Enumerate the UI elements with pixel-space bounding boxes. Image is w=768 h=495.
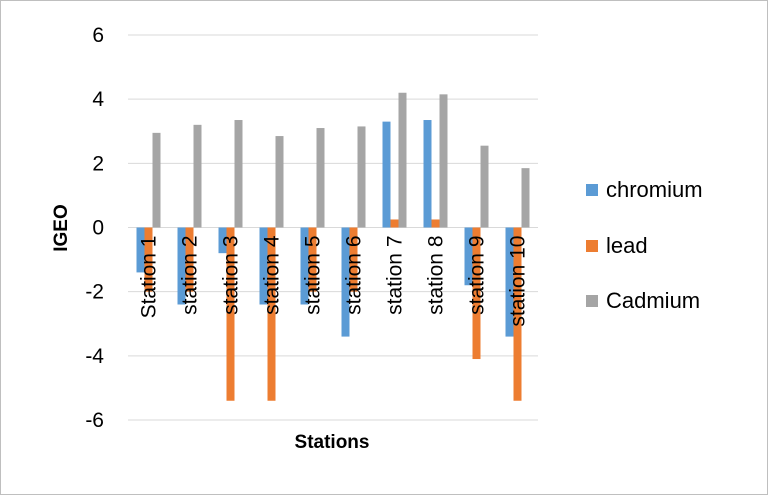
bars bbox=[136, 92, 530, 401]
x-tick-label: station 4 bbox=[261, 235, 284, 315]
y-tick-label: -2 bbox=[85, 281, 104, 304]
y-tick-label: -6 bbox=[85, 409, 104, 432]
bar-lead bbox=[431, 219, 440, 228]
bar-lead bbox=[308, 227, 317, 292]
bar-cadmium bbox=[521, 168, 530, 228]
bar-lead bbox=[144, 227, 153, 292]
x-tick-label: station 2 bbox=[179, 236, 202, 315]
legend-swatch-chromium bbox=[586, 184, 598, 196]
y-axis-title: IGEO bbox=[51, 204, 72, 252]
bar-chromium bbox=[341, 227, 350, 337]
bar-chromium bbox=[218, 227, 227, 254]
x-tick-label: station 7 bbox=[384, 236, 407, 315]
legend-label-lead: lead bbox=[606, 233, 648, 258]
bar-lead bbox=[349, 227, 358, 292]
gridlines bbox=[128, 34, 538, 421]
bar-lead bbox=[267, 227, 276, 401]
bar-cadmium bbox=[316, 128, 325, 228]
x-tick-label: station 10 bbox=[507, 236, 530, 327]
bar-cadmium bbox=[357, 126, 366, 228]
bar-chromium bbox=[136, 227, 145, 273]
x-tick-label: station 8 bbox=[425, 236, 448, 315]
x-tick-label: Station 1 bbox=[138, 236, 161, 319]
x-axis-title: Stations bbox=[295, 432, 370, 453]
x-tick-label: station 6 bbox=[343, 236, 366, 315]
bar-lead bbox=[472, 227, 481, 360]
bar-lead bbox=[226, 227, 235, 401]
category-labels: Station 1 station 2 station 3 station 4 stat… bbox=[138, 235, 530, 326]
y-tick-label: 4 bbox=[92, 88, 104, 111]
bar-chromium bbox=[505, 227, 514, 337]
bar-lead bbox=[185, 227, 194, 292]
bar-lead bbox=[390, 219, 399, 228]
bar-chromium bbox=[464, 227, 473, 286]
bar-lead bbox=[513, 227, 522, 401]
y-tick-labels: 6 4 2 0 -2 -4 -6 bbox=[85, 24, 104, 432]
bar-chromium bbox=[382, 121, 391, 228]
bar-chromium bbox=[177, 227, 186, 305]
bar-cadmium bbox=[275, 136, 284, 228]
bar-chromium bbox=[423, 120, 432, 228]
bar-cadmium bbox=[480, 145, 489, 228]
legend: chromium lead Cadmium bbox=[586, 177, 703, 313]
bar-cadmium bbox=[234, 120, 243, 228]
legend-swatch-lead bbox=[586, 240, 598, 252]
y-tick-label: -4 bbox=[85, 345, 104, 368]
legend-swatch-cadmium bbox=[586, 295, 598, 307]
x-tick-label: station 9 bbox=[466, 236, 489, 315]
bar-cadmium bbox=[193, 124, 202, 228]
y-tick-label: 2 bbox=[92, 152, 104, 175]
y-tick-label: 0 bbox=[92, 217, 104, 240]
bar-cadmium bbox=[398, 92, 407, 228]
bar-cadmium bbox=[152, 132, 161, 228]
y-tick-label: 6 bbox=[92, 24, 104, 47]
legend-label-cadmium: Cadmium bbox=[606, 288, 700, 313]
legend-label-chromium: chromium bbox=[606, 177, 703, 202]
bar-chromium bbox=[300, 227, 309, 305]
bar-cadmium bbox=[439, 94, 448, 228]
x-tick-label: station 3 bbox=[220, 236, 243, 315]
bar-chromium bbox=[259, 227, 268, 305]
x-tick-label: station 5 bbox=[302, 236, 325, 315]
